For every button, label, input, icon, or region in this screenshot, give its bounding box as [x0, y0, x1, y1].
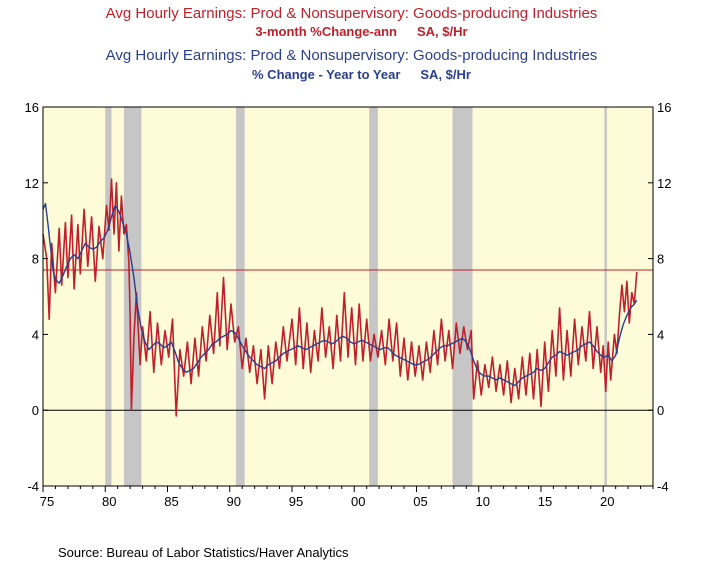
source-note: Source: Bureau of Labor Statistics/Haver…: [58, 545, 349, 560]
recession-band: [369, 107, 378, 486]
x-tick-label: 10: [475, 494, 489, 509]
chart-subtitle-series-1: 3-month %Change-ann SA, $/Hr: [0, 24, 703, 39]
y-tick-label-right: 12: [657, 176, 671, 191]
series-2-units: SA, $/Hr: [420, 67, 471, 82]
chart-subtitle-series-2: % Change - Year to Year SA, $/Hr: [0, 67, 703, 82]
plot-frame: [42, 106, 654, 487]
y-tick-label-right: -4: [657, 479, 669, 494]
y-tick-label-right: 0: [657, 403, 664, 418]
recession-shading: [105, 107, 607, 486]
series-2-measure: % Change - Year to Year: [252, 67, 401, 82]
x-tick-label: 85: [164, 494, 178, 509]
x-tick-label: 80: [102, 494, 116, 509]
chart-title-series-1: Avg Hourly Earnings: Prod & Nonsuperviso…: [105, 5, 598, 22]
series-1-measure: 3-month %Change-ann: [255, 24, 397, 39]
series-line-year-to-year-change: [42, 202, 638, 387]
x-tick-label: 75: [40, 494, 54, 509]
y-tick-label-right: 4: [657, 327, 664, 342]
recession-band: [105, 107, 112, 486]
y-tick-label-left: -4: [27, 479, 39, 494]
y-tick-label-left: 12: [25, 176, 39, 191]
x-tick-label: 90: [227, 494, 241, 509]
x-tick-label: 05: [413, 494, 427, 509]
y-tick-label-left: 4: [32, 327, 39, 342]
plot-area: [43, 107, 653, 486]
x-tick-label: 20: [600, 494, 614, 509]
recession-band: [604, 107, 607, 486]
recession-band: [452, 107, 473, 486]
chart-title-series-2: Avg Hourly Earnings: Prod & Nonsuperviso…: [105, 47, 598, 64]
y-tick-label-left: 0: [32, 403, 39, 418]
recession-band: [123, 107, 142, 486]
series-layer: [42, 178, 638, 417]
y-tick-label-right: 8: [657, 252, 664, 267]
y-tick-label-left: 8: [32, 252, 39, 267]
recession-band: [235, 107, 245, 486]
y-tick-label-right: 16: [657, 100, 671, 115]
reference-lines: [43, 269, 653, 411]
series-1-units: SA, $/Hr: [416, 24, 468, 39]
x-tick-label: 00: [351, 494, 365, 509]
x-tick-label: 95: [289, 494, 303, 509]
x-tick-label: 15: [538, 494, 552, 509]
y-tick-label-left: 16: [25, 100, 39, 115]
